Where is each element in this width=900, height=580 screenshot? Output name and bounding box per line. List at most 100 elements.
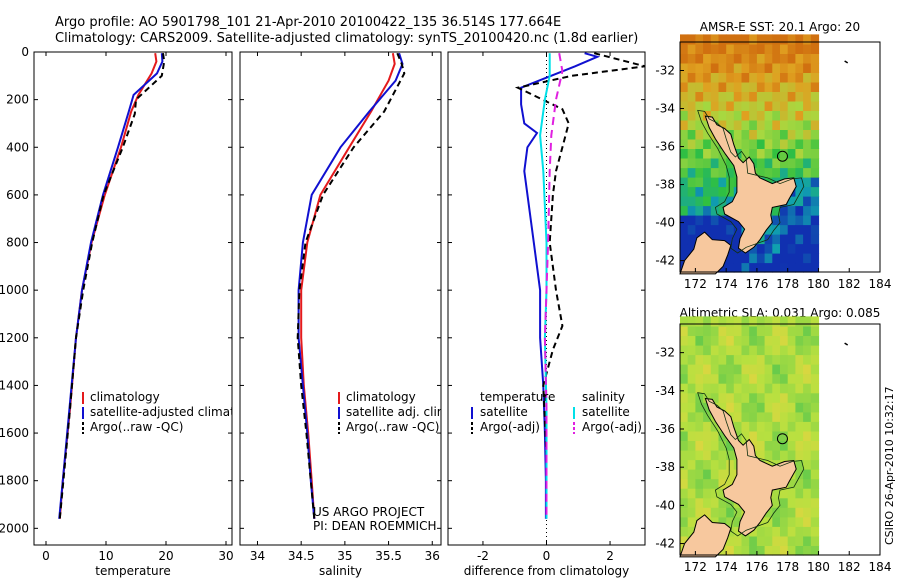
sst-grid-cell [787, 167, 796, 178]
sla-grid-cell [710, 469, 720, 480]
sla-grid-cell [803, 421, 812, 432]
sst-ytick-label: -38 [655, 178, 675, 192]
sst-grid-cell [749, 253, 758, 264]
sla-grid-cell [710, 316, 720, 327]
sst-grid-cell [718, 196, 727, 207]
sst-grid-cell [680, 167, 689, 178]
sst-grid-cell [780, 215, 789, 226]
salinity-xtick-label: 35.5 [375, 549, 402, 563]
sst-grid-cell [795, 196, 804, 207]
sst-grid-cell [710, 205, 720, 216]
sla-grid-cell [680, 364, 689, 375]
sla-grid-cell [680, 507, 689, 518]
sst-grid-cell [810, 110, 820, 121]
sst-grid-cell [718, 148, 727, 159]
sst-grid-cell [703, 205, 712, 216]
sla-xtick-label: 178 [776, 560, 799, 574]
sst-grid-cell [795, 72, 804, 83]
sla-grid-cell [718, 478, 727, 489]
sla-grid-cell [780, 354, 789, 365]
sst-grid-cell [687, 224, 696, 235]
sst-grid-cell [733, 224, 743, 235]
legend-label: satellite adj. clim. [346, 405, 452, 419]
sst-grid-cell [772, 243, 781, 254]
sla-grid-cell [795, 450, 804, 461]
sst-map-panel: AMSR-E SST: 20.1 Argo: 20 172 174 176 178 180… [655, 20, 891, 291]
sst-grid-cell [787, 62, 796, 73]
sst-grid-cell [756, 243, 766, 254]
sla-grid-cell [710, 345, 720, 356]
sla-ytick-label: -34 [655, 384, 675, 398]
sla-grid-cell [741, 402, 750, 413]
sla-grid-cell [687, 392, 696, 403]
sla-argo-position-marker [776, 433, 788, 445]
sla-grid-cell [772, 488, 781, 499]
sla-grid-cell [718, 325, 727, 336]
sla-grid-cell [710, 354, 720, 365]
sla-grid-cell [772, 345, 781, 356]
sst-grid-cell [803, 215, 812, 226]
sst-grid-cell [718, 91, 727, 102]
sst-grid-cell [741, 110, 750, 121]
sla-grid-cell [803, 316, 812, 327]
sla-grid-cell [741, 383, 750, 394]
sst-grid-cell [718, 177, 727, 188]
sla-grid-cell [803, 354, 812, 365]
sla-grid-cell [733, 421, 743, 432]
sst-grid-cell [756, 148, 766, 159]
sst-grid-cell [803, 100, 812, 111]
sst-ytick-label: -34 [655, 102, 675, 116]
sst-grid-cell [687, 110, 696, 121]
sst-grid-cell [787, 224, 796, 235]
salinity-profile-panel: 34 34.5 35 35.5 36 salinity climatologysatelli… [239, 51, 452, 578]
sla-grid-cell [810, 545, 820, 556]
sla-grid-cell [749, 354, 758, 365]
sla-grid-cell [703, 373, 712, 384]
sst-grid-cell [810, 234, 820, 245]
sla-grid-cell [680, 383, 689, 394]
sst-grid-cell [780, 81, 789, 92]
sst-grid-cell [795, 167, 804, 178]
sst-grid-cell [764, 53, 773, 64]
sla-grid-cell [787, 516, 796, 527]
sla-ytick-label: -38 [655, 460, 675, 474]
sst-grid-cell [780, 34, 789, 45]
sst-grid-cell [749, 100, 758, 111]
sst-grid-cell [680, 72, 689, 83]
sst-grid-cell [764, 62, 773, 73]
sst-grid-cell [803, 43, 812, 54]
sst-grid-cell [764, 43, 773, 54]
sla-grid-cell [687, 316, 696, 327]
sla-grid-cell [764, 335, 773, 346]
sst-grid-cell [680, 43, 689, 54]
footer-stamp: CSIRO 26-Apr-2010 10:32:17 [883, 386, 896, 545]
sst-grid-cell [772, 81, 781, 92]
sla-grid-cell [733, 411, 743, 422]
sst-grid-cell [803, 62, 812, 73]
sla-kermadec-island [844, 342, 849, 346]
sst-grid-cell [718, 186, 727, 197]
sla-grid-cell [726, 478, 735, 489]
sla-grid-cell [749, 430, 758, 441]
sst-grid-cell [726, 43, 735, 54]
sla-grid-cell [756, 373, 766, 384]
sst-grid-cell [756, 53, 766, 64]
sla-grid-cell [680, 325, 689, 336]
sla-grid-cell [733, 345, 743, 356]
sla-ytick-label: -42 [655, 537, 675, 551]
sst-grid-cell [687, 129, 696, 140]
sla-grid-cell [703, 450, 712, 461]
temperature-xlabel: temperature [95, 564, 170, 578]
sla-grid-cell [756, 545, 766, 556]
sst-grid-cell [726, 72, 735, 83]
sla-grid-cell [695, 440, 704, 451]
sst-grid-cell [795, 262, 804, 273]
sst-grid-cell [733, 110, 743, 121]
header-line2: Climatology: CARS2009. Satellite-adjuste… [55, 31, 638, 46]
sst-grid-cell [733, 81, 743, 92]
sla-grid-cell [680, 354, 689, 365]
sst-grid-cell [772, 72, 781, 83]
sla-grid-cell [695, 383, 704, 394]
sla-grid-cell [718, 316, 727, 327]
